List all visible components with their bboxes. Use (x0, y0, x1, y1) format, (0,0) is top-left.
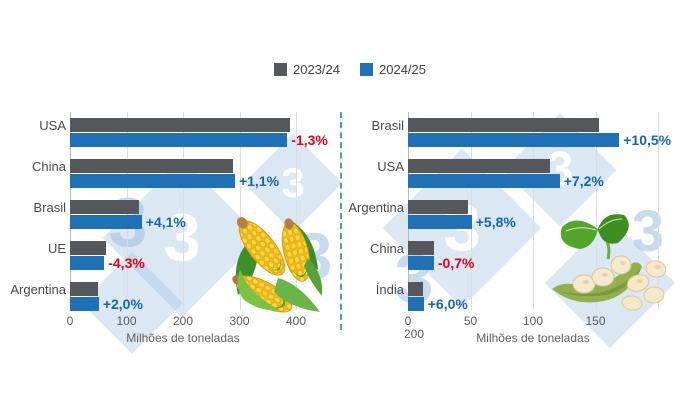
category-label-argentina: Argentina (10, 281, 66, 297)
bar-2023-24-brasil (408, 118, 600, 132)
category-label-usa: USA (39, 117, 66, 133)
bar-2024-25-usa (70, 133, 288, 147)
change-label-brasil: +4,1% (145, 214, 186, 230)
bar-2024-25-usa (408, 174, 560, 188)
x-axis-title: Milhões de toneladas (126, 331, 240, 345)
x-tick-100: 100 (522, 314, 544, 328)
change-label-china: -0,7% (437, 255, 475, 271)
change-label-argentina: +2,0% (102, 296, 143, 312)
change-label-usa: -1,3% (291, 132, 328, 148)
change-label-ue: -4,3% (108, 255, 145, 271)
x-tick-200: 200 (172, 314, 194, 328)
category-label-brasil: Brasil (33, 199, 66, 215)
bar-2024-25-brasil (408, 133, 620, 147)
category-label-china: China (32, 158, 66, 174)
x-tick-400: 400 (285, 314, 307, 328)
bar-2023-24-usa (70, 118, 291, 132)
x-tick-300: 300 (229, 314, 250, 328)
category-label-ue: UE (47, 240, 66, 256)
bar-2023-24-china (70, 159, 234, 173)
bar-2024-25-argentina (70, 297, 99, 311)
legend-swatch-2024-25 (360, 63, 373, 76)
gridline-50 (470, 112, 472, 310)
soybean-illustration (552, 214, 666, 311)
gridline-200 (658, 112, 659, 310)
change-label-argentina: +5,8% (475, 214, 516, 230)
change-label-china: +1,1% (238, 173, 280, 189)
legend-item-2023-24: 2023/24 (274, 62, 340, 77)
x-tick-150: 150 (585, 314, 606, 328)
bar-2023-24-china (408, 241, 434, 255)
bar-2024-25-brasil (70, 215, 142, 229)
legend-swatch-2023-24 (274, 63, 287, 76)
gridline-400 (296, 112, 297, 310)
category-label-usa: USA (377, 158, 404, 174)
bar-2024-25-argentina (408, 215, 472, 229)
bar-2023-24-índia (408, 282, 423, 296)
bar-2024-25-china (408, 256, 434, 270)
bar-2023-24-brasil (70, 200, 139, 214)
category-label-brasil: Brasil (371, 117, 404, 133)
chart-divider (340, 112, 342, 330)
gridline-200 (183, 112, 184, 310)
x-tick-100: 100 (116, 314, 137, 328)
category-label-argentina: Argentina (348, 199, 404, 215)
gridline-150 (595, 112, 597, 310)
chart-legend: 2023/24 2024/25 (0, 62, 700, 77)
watermark-digit: 3 (281, 159, 305, 206)
bar-2023-24-argentina (70, 282, 99, 296)
x-tick-wrapped-200: 200 (404, 327, 425, 341)
change-label-brasil: +10,5% (623, 132, 672, 148)
bar-2024-25-índia (408, 297, 424, 311)
bar-2023-24-usa (408, 159, 550, 173)
bar-2024-25-ue (70, 256, 105, 270)
legend-item-2024-25: 2024/25 (360, 62, 426, 77)
x-tick-50: 50 (463, 314, 478, 328)
gridline-300 (239, 112, 241, 310)
category-label-china: China (370, 240, 404, 256)
watermark-digit: 3 (163, 200, 201, 276)
x-axis-title: Milhões de toneladas (476, 331, 590, 345)
bar-2024-25-china (70, 174, 235, 188)
change-label-índia: +6,0% (427, 296, 468, 312)
gridline-100 (533, 112, 534, 310)
legend-label-2024-25: 2024/25 (379, 62, 426, 77)
corn-illustration (232, 217, 323, 313)
category-label-índia: Índia (375, 281, 404, 297)
change-label-usa: +7,2% (563, 173, 604, 189)
x-tick-0: 0 (66, 314, 74, 328)
bar-2023-24-ue (70, 241, 106, 255)
x-tick-0: 0 (404, 314, 412, 328)
legend-label-2023-24: 2023/24 (293, 62, 340, 77)
bar-2023-24-argentina (408, 200, 469, 214)
